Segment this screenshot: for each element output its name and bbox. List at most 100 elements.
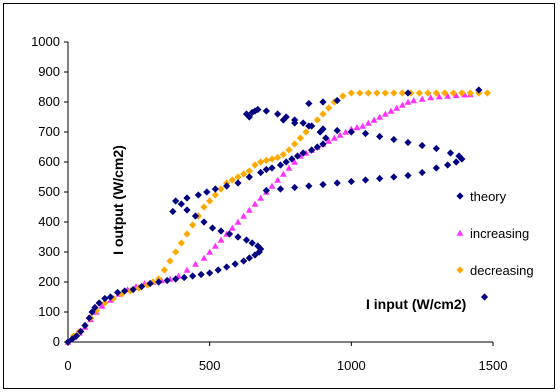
theory-point [262, 186, 270, 195]
decreasing-point [347, 89, 355, 97]
theory-point [155, 278, 163, 286]
increasing-point [245, 206, 253, 213]
theory-point [183, 194, 191, 202]
theory-point [172, 275, 180, 283]
increasing-point [353, 124, 361, 131]
increasing-point [274, 176, 282, 183]
theory-point [276, 185, 285, 193]
y-tick-label: 500 [38, 184, 60, 199]
y-tick-label: 900 [38, 64, 60, 79]
increasing-point [404, 98, 412, 105]
theory-point [404, 138, 412, 147]
theory-point [376, 174, 384, 183]
theory-point [72, 332, 81, 340]
theory-point [225, 230, 234, 238]
decreasing-point [330, 98, 338, 106]
theory-point [214, 266, 222, 274]
theory-point [81, 321, 89, 330]
increasing-point [376, 113, 384, 120]
decreasing-point [424, 89, 432, 97]
decreasing-point [228, 176, 236, 184]
theory-point [305, 122, 313, 130]
theory-point [322, 134, 330, 142]
theory-point [458, 155, 466, 163]
theory-point [299, 149, 307, 157]
theory-point [223, 263, 231, 271]
theory-point [68, 335, 76, 343]
increasing-point [418, 95, 426, 102]
increasing-point [336, 131, 344, 138]
decreasing-point [398, 89, 406, 97]
theory-point [333, 179, 341, 187]
increasing-point [234, 218, 242, 225]
y-tick-label: 0 [53, 334, 60, 349]
theory-point [319, 125, 327, 133]
theory-point [138, 282, 146, 291]
legend: theory increasing decreasing [456, 189, 534, 278]
decreasing-point [441, 89, 449, 97]
decreasing-point [245, 167, 253, 175]
theory-point [347, 177, 355, 186]
increasing-point [364, 119, 372, 126]
theory-point [234, 179, 242, 187]
theory-point [308, 146, 316, 154]
theory-point [223, 182, 231, 190]
decreasing-point [432, 89, 440, 97]
increasing-point [427, 94, 435, 101]
theory-point [257, 168, 265, 177]
theory-point [245, 113, 253, 121]
theory-point [77, 327, 85, 336]
theory-point [64, 338, 72, 346]
theory-point [333, 96, 341, 105]
y-tick-label: 400 [38, 214, 60, 229]
theory-point [313, 143, 321, 151]
y-tick-label: 200 [38, 274, 60, 289]
increasing-point [370, 116, 378, 123]
theory-point [288, 155, 296, 163]
decreasing-point [211, 191, 219, 199]
theory-point [245, 173, 253, 181]
y-tick-label: 100 [38, 304, 60, 319]
decreasing-point [206, 197, 214, 205]
theory-point [446, 149, 455, 157]
theory-point [455, 152, 463, 160]
theory-point [248, 239, 256, 247]
y-axis-title: I output (W/cm2) [110, 145, 126, 255]
theory-point [480, 293, 489, 301]
theory-point [251, 251, 259, 259]
y-tick-label: 600 [38, 154, 60, 169]
increasing-point [359, 122, 367, 129]
decreasing-point [200, 203, 208, 211]
increasing-point [240, 212, 248, 219]
decreasing-point [339, 92, 347, 100]
theory-point [404, 171, 412, 180]
theory-point [293, 152, 302, 160]
increasing-point [192, 260, 199, 267]
theory-point [172, 197, 180, 205]
theory-point [146, 279, 154, 288]
theory-point [282, 158, 290, 166]
theory-point [245, 254, 253, 262]
theory-point [234, 233, 242, 241]
increasing-point [387, 107, 395, 114]
theory-point [319, 140, 327, 148]
decreasing-point [483, 89, 491, 97]
legend-marker-decreasing [456, 266, 464, 274]
increasing-point [183, 266, 191, 273]
decreasing-point [166, 257, 174, 265]
theory-point [274, 110, 282, 118]
theory-point [242, 236, 251, 244]
increasing-point [251, 200, 259, 207]
theory-point [95, 299, 103, 307]
increasing-point [381, 110, 389, 117]
decreasing-point [449, 89, 457, 97]
theory-point [254, 105, 262, 114]
increasing-point [330, 134, 338, 141]
theory-point [203, 188, 211, 196]
theory-point [404, 89, 412, 97]
theory-point [189, 272, 197, 280]
decreasing-point [302, 128, 310, 136]
y-tick-label: 800 [38, 94, 60, 109]
theory-point [177, 200, 185, 208]
theory-point [169, 207, 177, 216]
